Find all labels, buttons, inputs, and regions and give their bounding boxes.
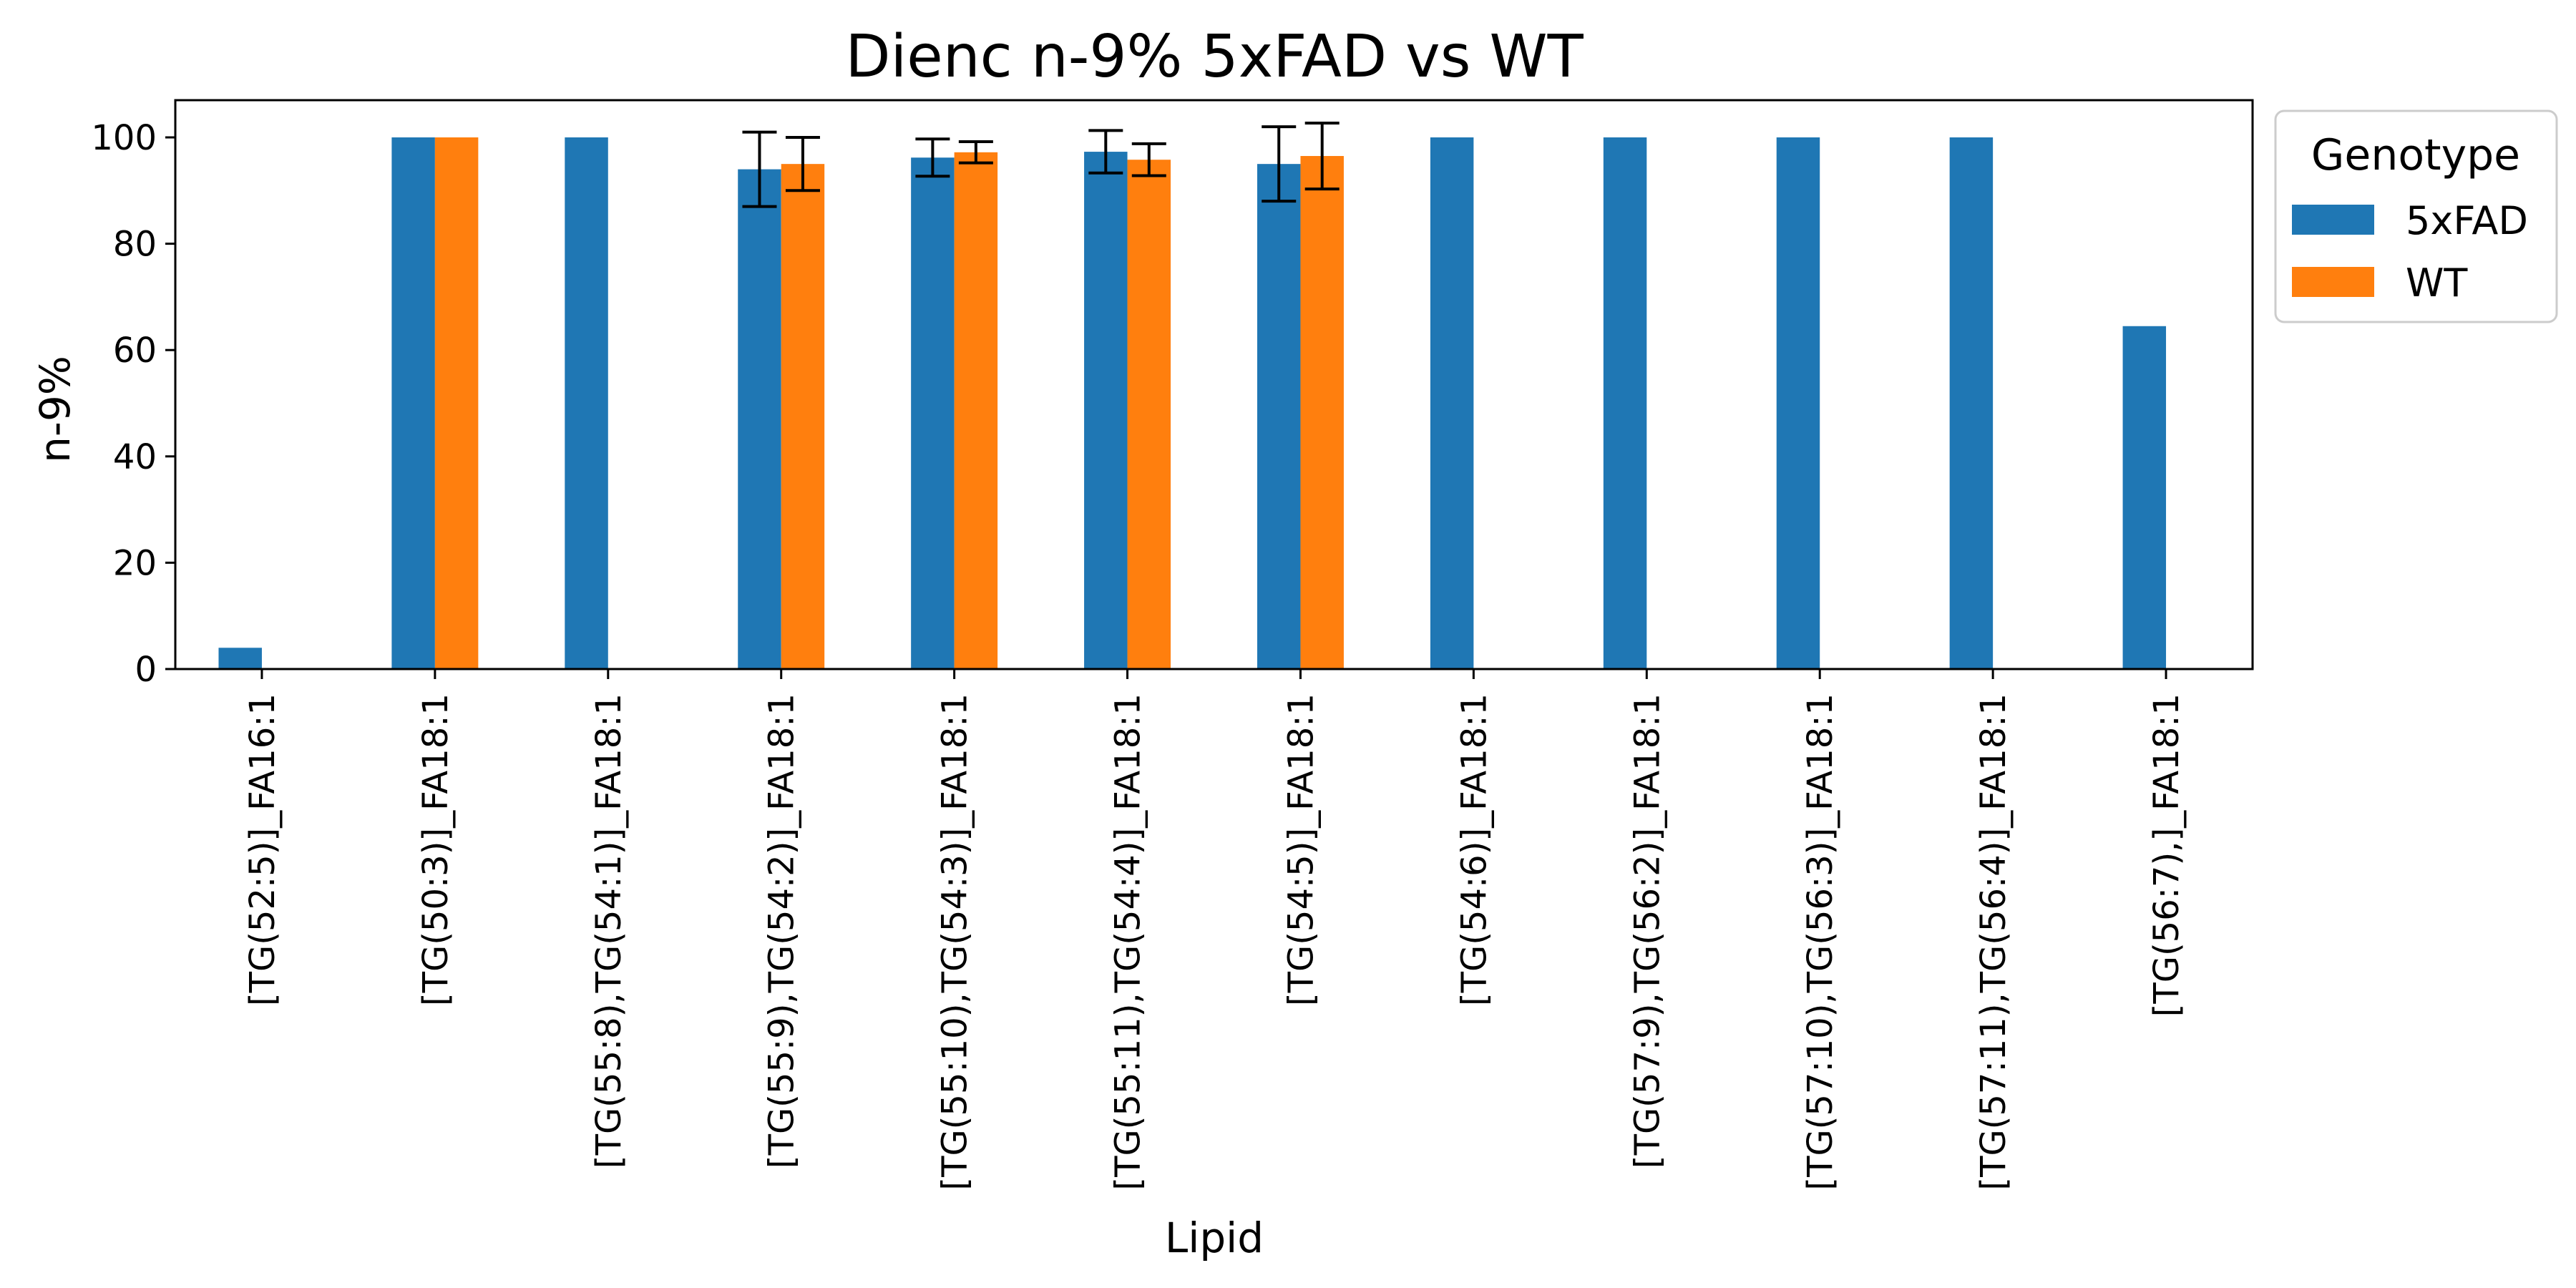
bar-wt-4 <box>781 164 825 669</box>
bar-5xfad-2 <box>391 137 435 669</box>
y-tick-label-80: 80 <box>113 225 157 265</box>
error-bar-5xfad-6 <box>1088 129 1123 175</box>
x-tick-label-7: [TG(54:5)]_FA18:1 <box>1281 693 1321 1006</box>
legend: Genotype 5xFAD WT <box>2274 109 2558 323</box>
error-bar-5xfad-4 <box>742 130 777 208</box>
y-axis-label: n-9% <box>31 356 79 463</box>
y-tick-label-40: 40 <box>113 437 157 477</box>
x-axis: [TG(52:5)]_FA16:1 [TG(50:3)]_FA18:1 [TG(55… <box>243 669 2187 1191</box>
x-tick-label-3: [TG(55:8),TG(54:1)]_FA18:1 <box>589 693 629 1169</box>
error-bar-wt-6 <box>1131 142 1166 177</box>
bar-5xfad-5 <box>911 157 955 670</box>
x-tick-label-5: [TG(55:10),TG(54:3)]_FA18:1 <box>935 693 975 1191</box>
bar-5xfad-11 <box>1949 137 1994 669</box>
bar-5xfad-3 <box>565 137 608 669</box>
x-tick-label-6: [TG(55:11),TG(54:4)]_FA18:1 <box>1108 693 1148 1191</box>
legend-label-5xfad: 5xFAD <box>2406 198 2528 243</box>
x-tick-label-4: [TG(55:9),TG(54:2)]_FA18:1 <box>762 693 802 1169</box>
chart-title: Dienc n-9% 5xFAD vs WT <box>845 23 1584 91</box>
y-tick-label-100: 100 <box>91 118 157 158</box>
x-tick-label-2: [TG(50:3)]_FA18:1 <box>416 693 456 1006</box>
plot-area <box>218 121 2167 670</box>
bar-5xfad-6 <box>1084 152 1128 670</box>
bar-5xfad-8 <box>1430 137 1474 669</box>
x-tick-label-8: [TG(54:6)]_FA18:1 <box>1454 693 1494 1006</box>
y-tick-label-0: 0 <box>135 650 157 690</box>
error-bar-5xfad-5 <box>915 137 950 178</box>
legend-title: Genotype <box>2311 130 2520 180</box>
x-axis-label: Lipid <box>1165 1214 1264 1262</box>
y-axis: 0 20 40 60 80 100 <box>91 118 175 690</box>
bar-wt-2 <box>434 137 479 669</box>
x-tick-label-9: [TG(57:9),TG(56:2)]_FA18:1 <box>1627 693 1667 1169</box>
bar-5xfad-4 <box>738 169 781 669</box>
error-bar-5xfad-7 <box>1262 125 1297 203</box>
error-bar-wt-7 <box>1304 121 1340 191</box>
bar-5xfad-10 <box>1776 137 1820 669</box>
x-tick-label-12: [TG(56:7),]_FA18:1 <box>2147 693 2187 1017</box>
bar-5xfad-12 <box>2122 326 2167 669</box>
bar-5xfad-7 <box>1257 164 1301 669</box>
x-tick-label-10: [TG(57:10),TG(56:3)]_FA18:1 <box>1800 693 1840 1191</box>
bar-wt-7 <box>1300 156 1344 669</box>
bar-wt-6 <box>1127 160 1171 669</box>
bar-5xfad-1 <box>218 648 262 669</box>
x-tick-label-11: [TG(57:11),TG(56:4)]_FA18:1 <box>1974 693 2014 1191</box>
y-tick-label-20: 20 <box>113 543 157 583</box>
x-tick-label-1: [TG(52:5)]_FA16:1 <box>243 693 283 1006</box>
plot-frame <box>174 99 2254 670</box>
error-bar-wt-5 <box>958 140 993 165</box>
error-bar-wt-4 <box>785 136 820 192</box>
legend-swatch-5xfad <box>2292 205 2374 235</box>
bar-5xfad-9 <box>1603 137 1647 669</box>
legend-label-wt: WT <box>2406 260 2468 306</box>
y-tick-label-60: 60 <box>113 331 157 371</box>
legend-swatch-wt <box>2292 267 2374 297</box>
bar-wt-5 <box>954 152 998 669</box>
